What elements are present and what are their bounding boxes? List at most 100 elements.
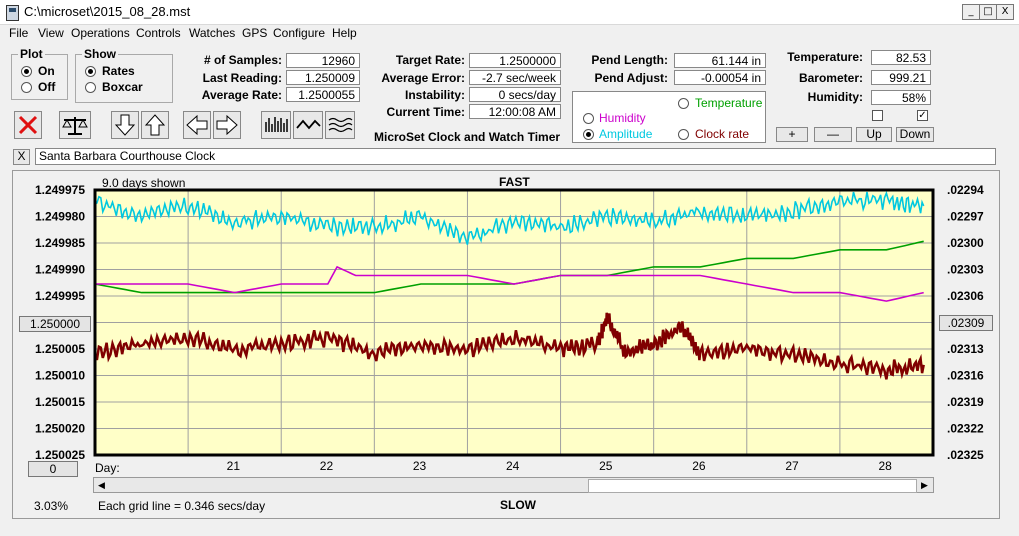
target-rate-value: 1.2500000 bbox=[469, 53, 561, 68]
target-rate-label: Target Rate: bbox=[395, 53, 465, 67]
grid-note: Each grid line = 0.346 secs/day bbox=[98, 499, 266, 513]
menu-controls[interactable]: Controls bbox=[136, 26, 181, 40]
left-center-button[interactable]: 1.250000 bbox=[19, 316, 91, 332]
menu-operations[interactable]: Operations bbox=[71, 26, 130, 40]
checkbox-2[interactable]: ✓ bbox=[917, 110, 928, 121]
x-axis: 21 22 23 24 25 26 27 28 bbox=[227, 459, 892, 473]
show-rates-label: Rates bbox=[102, 64, 135, 78]
current-time-value: 12:00:08 AM bbox=[469, 104, 561, 119]
series-line-clock-rate bbox=[93, 312, 925, 380]
clock-name-field[interactable]: Santa Barbara Courthouse Clock bbox=[35, 148, 996, 165]
app-icon bbox=[6, 5, 19, 21]
x-tick-label: 23 bbox=[413, 459, 427, 473]
clear-name-button[interactable]: X bbox=[13, 149, 30, 165]
red-x-icon bbox=[18, 115, 38, 135]
wave-button[interactable] bbox=[293, 111, 323, 139]
left-bottom-button[interactable]: 0 bbox=[28, 461, 78, 477]
plot-off-label: Off bbox=[38, 80, 56, 94]
plot-border bbox=[93, 188, 935, 457]
menu-watches[interactable]: Watches bbox=[189, 26, 236, 40]
multi-wave-button[interactable] bbox=[325, 111, 355, 139]
balance-button[interactable] bbox=[59, 111, 91, 139]
x-tick-label: 28 bbox=[878, 459, 892, 473]
current-time-label: Current Time: bbox=[386, 105, 465, 119]
horizontal-scrollbar[interactable]: ◀ ▶ bbox=[93, 477, 934, 493]
show-group: Show Rates Boxcar bbox=[75, 47, 173, 103]
left-tick-label: 1.250010 bbox=[35, 369, 85, 383]
right-tick-label: .02297 bbox=[947, 210, 984, 224]
plot-off-radio[interactable] bbox=[21, 82, 32, 93]
multi-wave-icon bbox=[328, 117, 353, 133]
title-bar: C:\microset\2015_08_28.mst _ □ X bbox=[0, 0, 1019, 25]
last-reading-label: Last Reading: bbox=[202, 71, 282, 85]
average-error-label: Average Error: bbox=[381, 71, 465, 85]
humidity-radio[interactable] bbox=[583, 113, 594, 124]
left-tick-label: 1.250020 bbox=[35, 422, 85, 436]
menu-gps[interactable]: GPS bbox=[242, 26, 268, 40]
clock-rate-radio[interactable] bbox=[678, 129, 689, 140]
temperature-radio[interactable] bbox=[678, 98, 689, 109]
slow-label: SLOW bbox=[500, 498, 536, 512]
amplitude-radio[interactable] bbox=[583, 129, 594, 140]
plot-group: Plot On Off bbox=[11, 47, 68, 100]
percent-readout: 3.03% bbox=[34, 499, 69, 513]
right-tick-label: .02322 bbox=[947, 422, 984, 436]
menu-file[interactable]: File bbox=[9, 26, 29, 40]
minus-button[interactable]: — bbox=[814, 127, 852, 142]
pend-length-value: 61.144 in bbox=[674, 53, 766, 68]
bar-graph-button[interactable] bbox=[261, 111, 291, 139]
plot-on-radio[interactable] bbox=[21, 66, 32, 77]
close-button[interactable]: X bbox=[996, 4, 1014, 20]
arrow-left-button[interactable] bbox=[183, 111, 211, 139]
humidity-value: 58% bbox=[871, 90, 931, 105]
right-center-button[interactable]: .02309 bbox=[939, 315, 993, 331]
right-tick-label: .02313 bbox=[947, 342, 984, 356]
show-rates-radio[interactable] bbox=[85, 66, 96, 77]
series-layer bbox=[93, 190, 925, 380]
plus-button[interactable]: + bbox=[776, 127, 808, 142]
arrow-down-button[interactable] bbox=[111, 111, 139, 139]
series-line-humidity bbox=[95, 265, 924, 302]
temperature-value: 82.53 bbox=[871, 50, 931, 65]
menu-help[interactable]: Help bbox=[332, 26, 357, 40]
humidity-label: Humidity: bbox=[807, 90, 863, 104]
right-tick-label: .02306 bbox=[947, 289, 984, 303]
instability-value: 0 secs/day bbox=[469, 87, 561, 102]
arrow-up-button[interactable] bbox=[141, 111, 169, 139]
minimize-button[interactable]: _ bbox=[962, 4, 980, 20]
arrow-left-icon bbox=[186, 114, 208, 136]
right-tick-label: .02294 bbox=[947, 183, 984, 197]
scroll-left-arrow-icon[interactable]: ◀ bbox=[98, 480, 105, 490]
right-tick-label: .02325 bbox=[947, 448, 984, 462]
arrow-right-button[interactable] bbox=[213, 111, 241, 139]
x-tick-label: 21 bbox=[227, 459, 241, 473]
balance-scale-icon bbox=[62, 117, 88, 135]
window-title: C:\microset\2015_08_28.mst bbox=[24, 4, 191, 19]
scroll-right-arrow-icon[interactable]: ▶ bbox=[921, 480, 928, 490]
checkbox-1[interactable] bbox=[872, 110, 883, 121]
x-tick-label: 22 bbox=[320, 459, 334, 473]
last-reading-value: 1.250009 bbox=[286, 70, 360, 85]
arrow-down-icon bbox=[114, 114, 136, 136]
temperature-option-label: Temperature bbox=[695, 96, 763, 110]
down-button[interactable]: Down bbox=[896, 127, 934, 142]
show-group-title: Show bbox=[82, 47, 118, 61]
pend-adjust-value: -0.00054 in bbox=[674, 70, 766, 85]
x-tick-label: 26 bbox=[692, 459, 706, 473]
show-boxcar-radio[interactable] bbox=[85, 82, 96, 93]
right-tick-label: .02319 bbox=[947, 395, 984, 409]
average-rate-label: Average Rate: bbox=[201, 88, 282, 102]
x-tick-label: 25 bbox=[599, 459, 613, 473]
menu-bar: File View Operations Controls Watches GP… bbox=[0, 24, 1019, 43]
menu-view[interactable]: View bbox=[38, 26, 64, 40]
average-rate-value: 1.2500055 bbox=[286, 87, 360, 102]
left-tick-label: 1.249980 bbox=[35, 210, 85, 224]
stop-button[interactable] bbox=[14, 111, 42, 139]
app-caption: MicroSet Clock and Watch Timer bbox=[374, 130, 561, 144]
up-button[interactable]: Up bbox=[856, 127, 892, 142]
scroll-thumb[interactable] bbox=[588, 479, 917, 493]
menu-configure[interactable]: Configure bbox=[273, 26, 326, 40]
pend-length-label: Pend Length: bbox=[591, 53, 668, 67]
bar-graph-icon bbox=[265, 117, 288, 132]
